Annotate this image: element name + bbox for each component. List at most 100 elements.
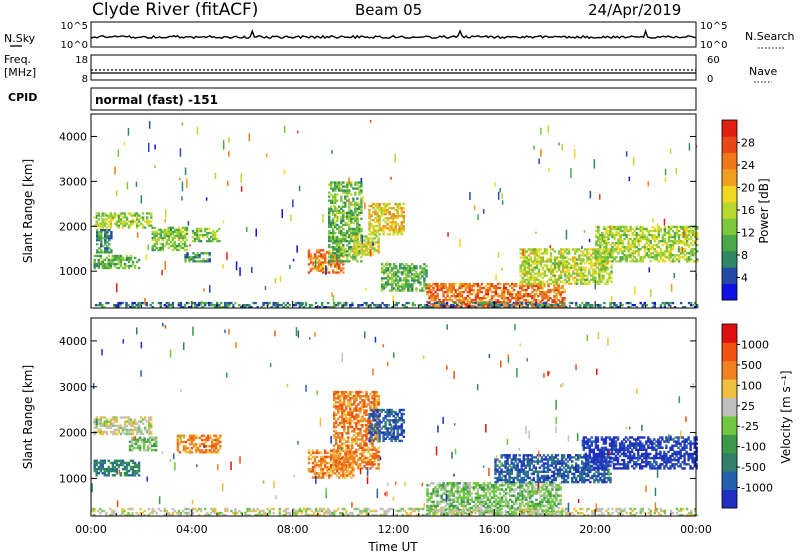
power-cell (330, 260, 333, 263)
power-cell (600, 274, 603, 277)
power-cell (653, 233, 656, 237)
velocity-cell (361, 415, 364, 418)
power-cell (360, 211, 363, 214)
velocity-cell (213, 451, 216, 454)
power-speckle (164, 261, 166, 270)
power-cell (135, 304, 138, 307)
power-cell (482, 286, 486, 290)
power-cell (428, 282, 431, 286)
velocity-cell (194, 451, 198, 454)
velocity-cell (103, 424, 106, 427)
power-cell (358, 225, 361, 229)
power-cell (504, 306, 507, 309)
power-speckle (248, 133, 251, 142)
power-cell (323, 255, 327, 258)
power-cell (696, 225, 699, 229)
power-cell (315, 265, 319, 268)
power-cell (623, 225, 626, 229)
power-cell (376, 229, 379, 232)
velocity-cell (342, 474, 345, 477)
velocity-cell (99, 428, 102, 432)
velocity-cell (357, 395, 360, 398)
power-cell (482, 305, 486, 308)
velocity-cell (369, 407, 372, 410)
power-cell (663, 227, 667, 231)
power-cell (432, 288, 435, 292)
velocity-cell (111, 463, 115, 467)
velocity-cell (361, 403, 364, 406)
power-cell (167, 304, 170, 307)
power-cell (340, 240, 343, 243)
colorbar-segment (722, 169, 737, 186)
power-cell (635, 246, 638, 249)
power-cell (350, 250, 353, 253)
velocity-cell (213, 442, 216, 446)
power-cell (456, 288, 459, 292)
power-cell (181, 236, 185, 240)
power-cell (592, 278, 595, 281)
velocity-cell (347, 428, 350, 431)
power-cell (167, 242, 170, 246)
power-cell (694, 301, 697, 305)
power-cell (328, 213, 331, 216)
power-cell (526, 304, 529, 307)
power-cell (555, 278, 559, 281)
power-cell (621, 233, 624, 237)
power-cell (647, 233, 650, 237)
power-cell (117, 301, 120, 305)
power-cell (394, 231, 397, 234)
power-cell (504, 286, 508, 290)
velocity-cell (204, 451, 208, 454)
power-cell (535, 248, 539, 251)
power-cell (396, 209, 399, 212)
power-cell (488, 301, 491, 305)
velocity-cell (321, 472, 325, 475)
power-cell (474, 297, 478, 300)
power-cell (687, 258, 691, 261)
power-cell (129, 214, 133, 217)
power-cell (645, 235, 648, 239)
power-speckle (540, 127, 542, 135)
velocity-cell (105, 424, 108, 427)
velocity-cell (182, 434, 186, 437)
power-cell (355, 251, 358, 254)
station-title: Clyde River (fitACF) (92, 0, 258, 20)
power-cell (354, 209, 357, 212)
power-cell (355, 237, 358, 240)
power-cell (456, 295, 459, 298)
power-cell (494, 301, 497, 305)
power-cell (683, 235, 687, 239)
power-cell (280, 304, 283, 307)
power-speckle (690, 248, 693, 257)
velocity-cell (347, 421, 350, 425)
velocity-cell (345, 397, 348, 400)
power-cell (504, 282, 508, 286)
power-cell (358, 229, 361, 233)
power-cell (97, 260, 100, 264)
power-cell (582, 274, 585, 277)
power-cell (502, 303, 506, 306)
power-cell (274, 306, 277, 309)
power-cell (635, 306, 638, 309)
velocity-cell (153, 436, 156, 439)
power-cell (673, 233, 677, 237)
power-speckle (473, 205, 476, 211)
velocity-cell (333, 413, 336, 416)
power-cell (472, 301, 475, 305)
power-cell (687, 244, 691, 247)
power-cell (545, 248, 549, 251)
power-speckle (680, 247, 682, 253)
power-cell (368, 233, 371, 236)
power-cell (356, 219, 359, 223)
power-cell (681, 256, 685, 259)
power-cell (474, 306, 477, 309)
power-cell (127, 264, 131, 268)
velocity-cell (211, 445, 214, 448)
power-cell (380, 269, 384, 272)
power-cell (252, 301, 255, 305)
power-cell (371, 237, 374, 240)
power-cell (129, 224, 133, 227)
power-cell (203, 304, 207, 307)
velocity-cell (319, 472, 323, 475)
power-cell (358, 187, 361, 190)
